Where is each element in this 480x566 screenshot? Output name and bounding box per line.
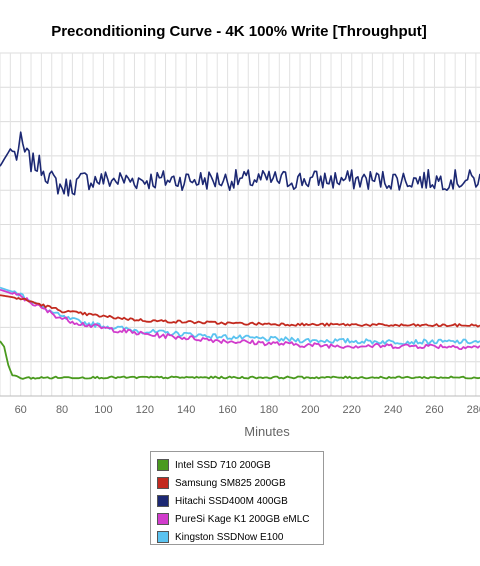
x-tick-label: 160 [218, 404, 236, 416]
legend-label-puresi: PureSi Kage K1 200GB eMLC [175, 513, 310, 525]
series-intel [0, 340, 480, 380]
x-tick-label: 200 [301, 404, 319, 416]
x-tick-label: 140 [177, 404, 195, 416]
legend-swatch-puresi [157, 513, 169, 525]
x-tick-label: 240 [384, 404, 402, 416]
legend-item-hitachi: Hitachi SSD400M 400GB [157, 492, 323, 510]
x-tick-label: 60 [15, 404, 27, 416]
grid [0, 52, 480, 397]
x-tick-label: 220 [343, 404, 361, 416]
legend-label-intel: Intel SSD 710 200GB [175, 459, 271, 471]
series-kingston [0, 286, 480, 346]
series-group [0, 131, 480, 380]
legend-swatch-hitachi [157, 495, 169, 507]
x-tick-label: 120 [136, 404, 154, 416]
x-tick-label: 260 [425, 404, 443, 416]
legend-label-kingston: Kingston SSDNow E100 [175, 531, 284, 543]
x-tick-label: 280 [467, 404, 480, 416]
legend-swatch-kingston [157, 531, 169, 543]
legend-item-intel: Intel SSD 710 200GB [157, 456, 323, 474]
series-puresi [0, 288, 480, 350]
legend-label-hitachi: Hitachi SSD400M 400GB [175, 495, 288, 507]
legend-swatch-intel [157, 459, 169, 471]
chart-title: Preconditioning Curve - 4K 100% Write [T… [51, 23, 427, 40]
legend-item-samsung: Samsung SM825 200GB [157, 474, 323, 492]
series-samsung [0, 294, 480, 328]
legend-label-samsung: Samsung SM825 200GB [175, 477, 286, 489]
x-axis-label: Minutes [244, 424, 290, 439]
legend-item-kingston: Kingston SSDNow E100 [157, 528, 323, 546]
legend-item-puresi: PureSi Kage K1 200GB eMLC [157, 510, 323, 528]
legend-swatch-samsung [157, 477, 169, 489]
x-axis-ticks: 60 80 100 120 140 160 180 200 220 240 260 280 [15, 404, 480, 416]
x-tick-label: 80 [56, 404, 68, 416]
x-tick-label: 180 [260, 404, 278, 416]
x-tick-label: 100 [94, 404, 112, 416]
series-hitachi [0, 131, 480, 197]
legend: Intel SSD 710 200GB Samsung SM825 200GB … [150, 451, 324, 545]
